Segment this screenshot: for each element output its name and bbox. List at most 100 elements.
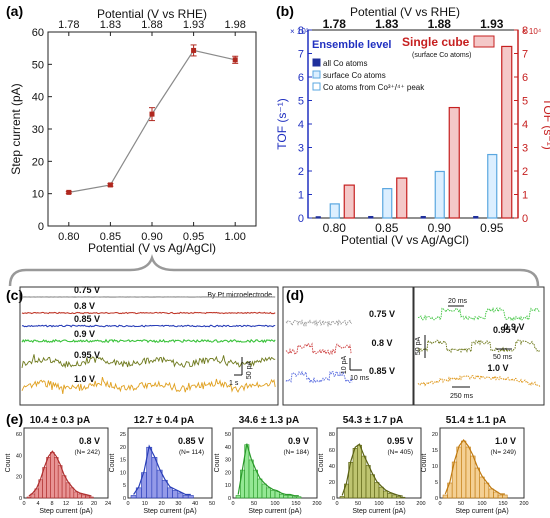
panel-e-bar — [77, 493, 82, 499]
panel-a-top-xlabel: Potential (V vs RHE) — [97, 7, 207, 21]
panel-a-xtick-label: 0.85 — [100, 231, 121, 243]
panel-e-xtick-label: 30 — [175, 501, 181, 507]
panel-e-xtick-label: 16 — [77, 501, 83, 507]
panel-b-left-tick-label: 8 — [298, 25, 304, 37]
panel-b-toptick-label: 1.88 — [428, 17, 452, 31]
panel-a-point — [191, 47, 197, 53]
panel-b-single-legend-swatch — [473, 35, 495, 48]
panel-e-bar — [400, 496, 406, 499]
panel-e-bar — [357, 444, 362, 499]
panel-e-bar — [156, 469, 163, 499]
panel-e-xtick-label: 8 — [50, 501, 53, 507]
panel-b-bar — [343, 184, 355, 219]
panel-e-mean: 54.3 ± 1.7 pA — [343, 415, 404, 426]
panel-e-bar — [240, 469, 245, 499]
panel-d-right-label: 1.0 V — [487, 363, 508, 373]
panel-e-xtick-label: 50 — [458, 501, 464, 507]
panel-b-ensemble-label: Ensemble level — [312, 39, 392, 51]
panel-b-bar — [329, 203, 340, 219]
panel-b-legend-label: Co atoms from Co³⁺/⁴⁺ peak — [323, 83, 425, 92]
panel-b-right-tick-label: 5 — [522, 96, 528, 108]
panel-d-left-frame — [282, 286, 414, 406]
panel-a-xlabel: Potential (V vs Ag/AgCl) — [88, 241, 216, 255]
panel-c-trace — [21, 354, 276, 369]
panel-d-left-trace — [285, 370, 353, 385]
panel-b-left-tick-label: 2 — [298, 166, 304, 178]
panel-e-bar — [339, 496, 345, 499]
panel-e-bar — [26, 496, 32, 499]
panel-e-ytick-label: 10 — [225, 483, 231, 489]
panel-e-mean: 12.7 ± 0.4 pA — [134, 415, 195, 426]
panel-e-bar — [257, 478, 263, 499]
panel-d-left-trace — [285, 342, 353, 356]
panel-e-ytick-label: 15 — [120, 458, 126, 464]
panel-b-bar — [501, 45, 513, 219]
panel-e-bar — [69, 487, 75, 499]
panel-b-top-xlabel: Potential (V vs RHE) — [350, 5, 460, 19]
panel-e-bar — [474, 467, 481, 499]
panel-b-right-tick-label: 0 — [522, 213, 528, 225]
panel-e-bar — [172, 490, 179, 499]
panel-e-bar — [57, 465, 63, 499]
panel-e-xtick-label: 10 — [142, 501, 148, 507]
panel-c-note: By Pt microelectrode — [207, 292, 272, 299]
panel-b: (b) Potential (V vs RHE) × 10³ × 10⁴ TOF… — [275, 3, 550, 247]
panel-a-xtick-label: 0.80 — [58, 231, 79, 243]
panel-e-xtick-label: 40 — [192, 501, 198, 507]
panel-b-single-sublabel: (surface Co atoms) — [412, 52, 472, 59]
panel-b-right-multiplier: × 10⁴ — [522, 27, 542, 36]
panel-e-bar — [266, 487, 271, 499]
panel-e-xlabel: Step current (pA) — [39, 508, 92, 515]
panel-d-right-label: 0.95 V — [493, 325, 519, 335]
panel-b-toptick-label: 1.83 — [375, 17, 399, 31]
panel-e-bar — [383, 490, 388, 499]
panel-e-fit-curve — [237, 443, 299, 497]
panel-e-mean: 34.6 ± 1.3 pA — [239, 415, 300, 426]
panel-b-left-tick-label: 4 — [298, 119, 304, 131]
panel-c-trace — [21, 376, 276, 394]
panel-e-xtick-label: 0 — [231, 501, 234, 507]
panel-c-trace — [21, 324, 276, 328]
panel-b-bar — [473, 215, 479, 219]
panel-d-right-trace — [417, 338, 541, 354]
panel-e-xtick-label: 20 — [159, 501, 165, 507]
panel-b-left-tick-label: 1 — [298, 190, 304, 202]
panel-e-xtick-label: 12 — [63, 501, 69, 507]
panel-a-xtick-label: 1.00 — [224, 231, 245, 243]
panel-a-toptick-label: 1.88 — [141, 19, 162, 31]
panel-e-bar — [182, 495, 189, 499]
panel-e-xlabel: Step current (pA) — [248, 508, 301, 515]
panel-e-xtick-label: 100 — [374, 501, 383, 507]
panel-c-trace-label: 0.95 V — [74, 350, 100, 360]
panel-e-bar — [374, 482, 380, 499]
panel-e-xtick-label: 200 — [519, 501, 528, 507]
panel-b-right-tick-label: 2 — [522, 166, 528, 178]
panel-e-ytick-label: 60 — [329, 448, 335, 454]
panel-e-bar — [130, 495, 137, 499]
panel-e-bar — [391, 494, 397, 499]
panel-b-legend-label: all Co atoms — [323, 59, 367, 68]
panel-e-xtick-label: 150 — [498, 501, 507, 507]
panel-a-xtick-label: 0.90 — [141, 231, 162, 243]
panel-a-frame — [47, 31, 257, 227]
panel-e-ytick-label: 10 — [120, 470, 126, 476]
panel-a-ylabel: Step current (pA) — [9, 83, 23, 174]
panel-c-trace — [21, 311, 276, 315]
panel-e-ytick-label: 40 — [225, 445, 231, 451]
panel-d-scale-50ms: 50 ms — [493, 354, 513, 361]
panel-b-left-tick-label: 3 — [298, 143, 304, 155]
panel-c-trace — [21, 338, 276, 344]
panel-e: (e) 10.4 ± 0.3 pA 0.8 V (N= 242) 0 4 8 12 16 20 2… — [5, 411, 529, 515]
panel-b-xtick-label: 0.85 — [375, 221, 399, 235]
panel-a-ytick-label: 20 — [32, 156, 44, 168]
panel-e-xtick-label: 100 — [477, 501, 486, 507]
panel-c: (c) By Pt microelectrode 0.75 V 0.8 V 0.85… — [6, 285, 279, 406]
panel-a-point — [149, 111, 155, 117]
panel-b-left-tick-label: 0 — [298, 213, 304, 225]
panel-e-xlabel: Step current (pA) — [352, 508, 405, 515]
panel-e-label: (e) — [6, 411, 23, 427]
panel-a-point — [107, 182, 113, 188]
panel-e-xtick-label: 24 — [105, 501, 111, 507]
panel-e-bar — [352, 448, 358, 499]
